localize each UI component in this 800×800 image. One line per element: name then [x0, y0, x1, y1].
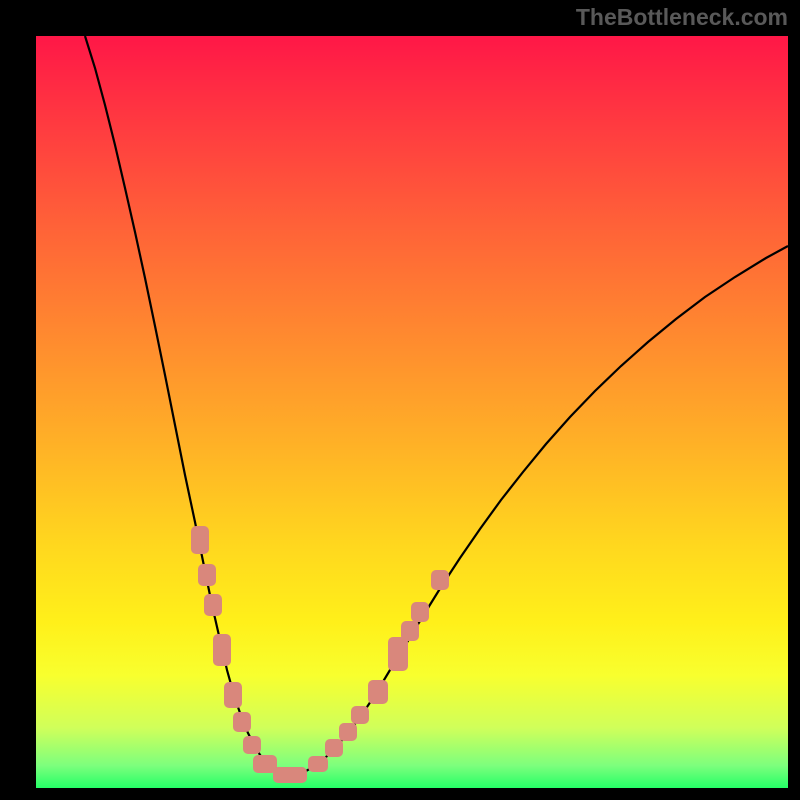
plot-area — [36, 36, 788, 788]
watermark-text: TheBottleneck.com — [576, 4, 788, 31]
chart-container: TheBottleneck.com — [0, 0, 800, 800]
